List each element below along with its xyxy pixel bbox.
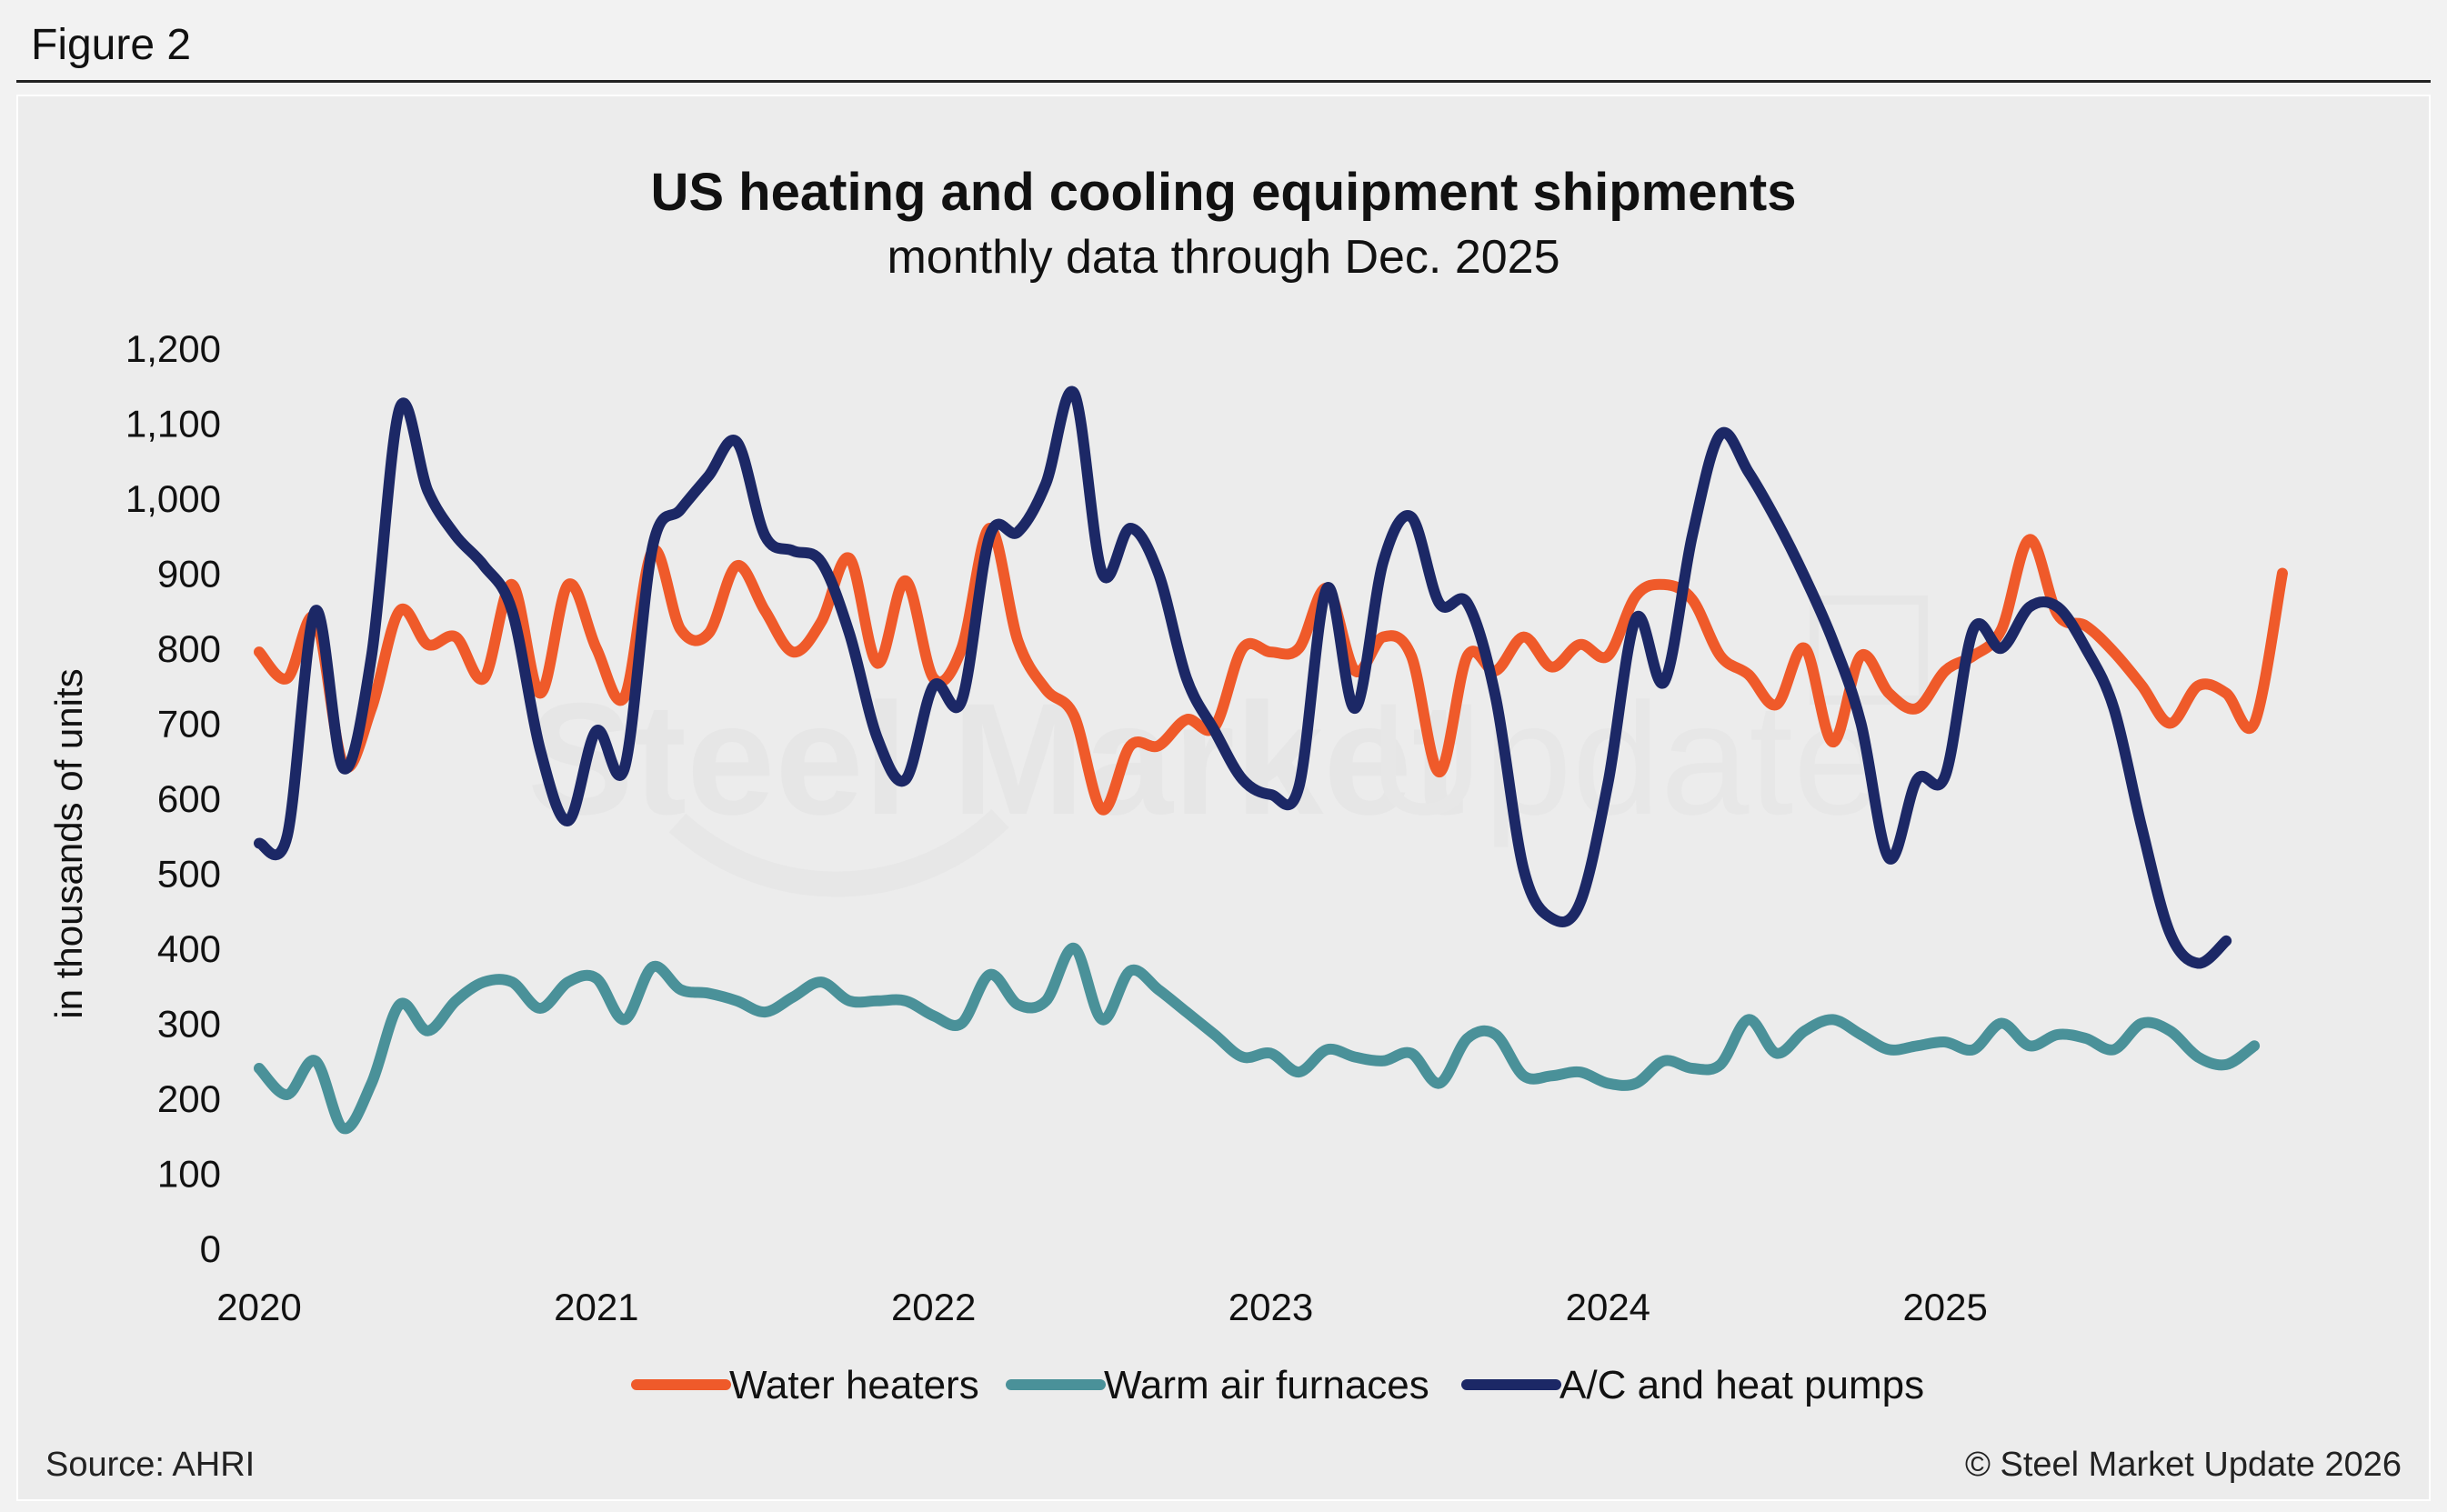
y-tick-label: 800 <box>157 627 221 670</box>
y-tick-label: 600 <box>157 777 221 820</box>
legend-label: Warm air furnaces <box>1104 1363 1429 1407</box>
chart-title: US heating and cooling equipment shipmen… <box>650 163 1797 222</box>
legend-label: Water heaters <box>729 1363 979 1407</box>
legend-label: A/C and heat pumps <box>1559 1363 1924 1407</box>
y-axis: 0 100 200 300 400 500 600 700 800 900 1,000 1,100 1,… <box>125 327 221 1270</box>
chart-subtitle: monthly data through Dec. 2025 <box>887 231 1560 284</box>
x-tick-label: 2023 <box>1229 1286 1313 1328</box>
svg-text:Steel Market: Steel Market <box>527 671 1465 848</box>
figure-label: Figure 2 <box>31 21 192 69</box>
y-tick-label: 400 <box>157 927 221 970</box>
series-water-heaters <box>254 522 2288 816</box>
y-tick-label: 1,200 <box>125 327 221 370</box>
y-tick-label: 900 <box>157 553 221 596</box>
x-tick-label: 2024 <box>1566 1286 1650 1328</box>
y-tick-label: 1,100 <box>125 403 221 446</box>
y-tick-label: 0 <box>200 1227 221 1270</box>
x-axis: 2020 2021 2022 2023 2024 2025 <box>216 1286 1988 1328</box>
series-group <box>254 386 2288 1135</box>
y-tick-label: 500 <box>157 853 221 896</box>
chart-panel <box>16 95 2431 1501</box>
y-tick-label: 700 <box>157 703 221 746</box>
y-tick-label: 100 <box>157 1153 221 1196</box>
y-tick-label: 1,000 <box>125 477 221 520</box>
x-tick-label: 2020 <box>216 1286 301 1328</box>
source-note: Source: AHRI <box>45 1446 256 1484</box>
y-axis-label: in thousands of units <box>47 668 90 1018</box>
copyright-note: © Steel Market Update 2026 <box>1964 1446 2402 1484</box>
x-tick-label: 2022 <box>891 1286 976 1328</box>
y-tick-label: 300 <box>157 1003 221 1046</box>
y-tick-label: 200 <box>157 1077 221 1120</box>
legend: Water heaters Warm air furnaces A/C and he… <box>631 1363 1924 1407</box>
figure-header: Figure 2 <box>16 7 2431 83</box>
series-ac-heat-pumps <box>254 386 2232 969</box>
x-tick-label: 2021 <box>554 1286 638 1328</box>
series-warm-air-furnaces <box>254 943 2261 1135</box>
x-tick-label: 2025 <box>1902 1286 1987 1328</box>
